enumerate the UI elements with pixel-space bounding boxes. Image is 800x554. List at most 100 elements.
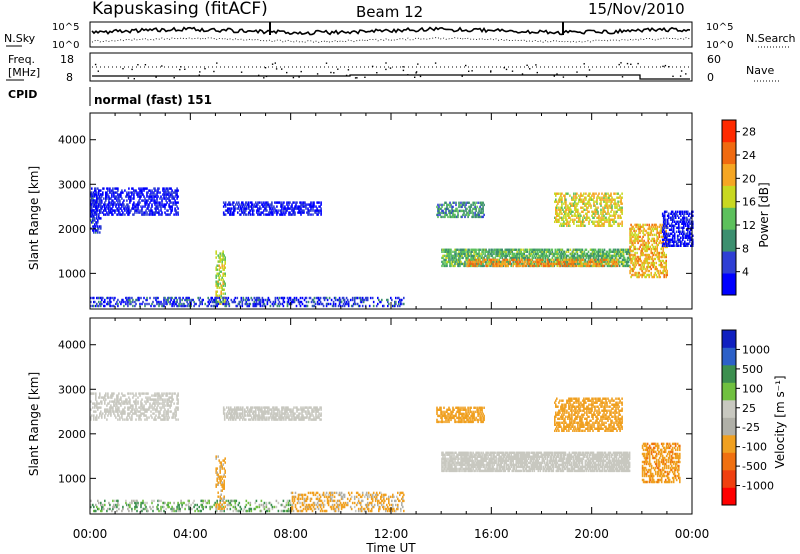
range-gate-cell bbox=[466, 201, 468, 204]
range-gate-cell bbox=[567, 262, 570, 266]
range-gate-cell bbox=[225, 304, 228, 308]
range-gate-cell bbox=[643, 261, 645, 265]
range-gate-cell bbox=[654, 253, 656, 257]
range-gate-cell bbox=[692, 214, 694, 217]
range-gate-cell bbox=[495, 262, 497, 266]
range-gate-cell bbox=[102, 191, 104, 194]
range-gate-cell bbox=[590, 248, 593, 251]
range-gate-cell bbox=[565, 216, 567, 219]
range-gate-cell bbox=[536, 252, 539, 256]
range-gate-cell bbox=[463, 250, 465, 253]
range-gate-cell bbox=[164, 207, 166, 210]
range-gate-cell bbox=[95, 221, 97, 224]
range-gate-cell bbox=[692, 210, 694, 213]
range-gate-cell bbox=[686, 220, 688, 223]
range-gate-cell bbox=[163, 302, 165, 306]
range-gate-cell bbox=[220, 292, 222, 295]
range-gate-cell bbox=[636, 239, 638, 243]
range-gate-cell bbox=[164, 197, 166, 200]
range-gate-cell bbox=[96, 199, 98, 202]
range-gate-cell bbox=[292, 201, 294, 204]
range-gate-cell bbox=[467, 248, 469, 251]
range-gate-cell bbox=[143, 296, 145, 300]
range-gate-cell bbox=[538, 260, 541, 264]
range-gate-cell bbox=[130, 209, 132, 212]
range-gate-cell bbox=[452, 205, 454, 209]
range-gate-cell bbox=[262, 300, 265, 304]
range-gate-cell bbox=[156, 296, 158, 300]
range-gate-cell bbox=[682, 218, 684, 221]
range-gate-cell bbox=[599, 262, 602, 266]
range-gate-cell bbox=[640, 267, 642, 271]
range-gate-cell bbox=[557, 262, 560, 266]
range-gate-cell bbox=[668, 242, 671, 245]
range-gate-cell bbox=[244, 298, 247, 302]
range-gate-cell bbox=[93, 418, 95, 421]
range-gate-cell bbox=[477, 213, 479, 217]
range-gate-cell bbox=[610, 206, 612, 209]
range-gate-cell bbox=[597, 206, 599, 209]
range-gate-cell bbox=[661, 259, 663, 263]
range-gate-cell bbox=[563, 216, 565, 219]
range-gate-cell bbox=[158, 211, 160, 214]
range-gate-cell bbox=[597, 254, 600, 258]
range-gate-cell bbox=[461, 205, 463, 209]
range-gate-cell bbox=[129, 199, 131, 202]
range-gate-cell bbox=[614, 254, 617, 258]
range-gate-cell bbox=[106, 191, 108, 194]
range-gate-cell bbox=[635, 229, 637, 233]
range-gate-cell bbox=[455, 248, 457, 251]
range-gate-cell bbox=[276, 213, 278, 216]
range-gate-cell bbox=[651, 255, 653, 259]
range-gate-cell bbox=[119, 213, 121, 216]
range-gate-cell bbox=[583, 192, 585, 195]
freq-scatter bbox=[94, 62, 687, 80]
range-gate-cell bbox=[127, 298, 129, 302]
range-gate-cell bbox=[129, 302, 131, 306]
range-gate-cell bbox=[595, 212, 597, 215]
range-gate-cell bbox=[204, 302, 206, 306]
range-gate-cell bbox=[93, 304, 95, 308]
range-gate-cell bbox=[681, 218, 683, 221]
range-gate-cell bbox=[575, 208, 577, 211]
range-gate-cell bbox=[584, 262, 587, 266]
range-gate-cell bbox=[582, 216, 584, 219]
range-gate-cell bbox=[609, 194, 611, 197]
range-gate-cell bbox=[545, 252, 548, 256]
range-gate-cell bbox=[274, 211, 276, 214]
range-gate-cell bbox=[115, 195, 117, 198]
range-gate-cell bbox=[300, 205, 302, 208]
range-gate-cell bbox=[216, 290, 218, 293]
range-gate-cell bbox=[451, 209, 453, 213]
range-gate-cell bbox=[100, 211, 102, 214]
range-gate-cell bbox=[506, 248, 508, 251]
range-gate-cell bbox=[450, 258, 452, 262]
range-gate-cell bbox=[612, 258, 615, 262]
range-gate-cell bbox=[283, 201, 285, 204]
range-gate-cell bbox=[663, 222, 666, 225]
range-gate-cell bbox=[568, 208, 570, 211]
range-gate-cell bbox=[113, 191, 115, 194]
range-gate-cell bbox=[452, 213, 454, 217]
range-gate-cell bbox=[641, 275, 643, 279]
range-gate-cell bbox=[222, 254, 224, 257]
range-gate-cell bbox=[692, 220, 694, 223]
range-gate-cell bbox=[607, 262, 610, 266]
range-gate-cell bbox=[99, 209, 101, 212]
range-gate-cell bbox=[100, 300, 102, 304]
range-gate-cell bbox=[135, 189, 137, 192]
range-gate-cell bbox=[663, 275, 665, 279]
range-gate-cell bbox=[210, 298, 212, 302]
range-gate-cell bbox=[450, 250, 452, 253]
freq-point bbox=[419, 75, 422, 78]
range-gate-cell bbox=[589, 192, 591, 195]
range-gate-cell bbox=[156, 302, 158, 306]
range-gate-cell bbox=[243, 213, 245, 216]
range-gate-cell bbox=[240, 207, 242, 210]
range-gate-cell bbox=[666, 273, 668, 277]
range-gate-cell bbox=[184, 298, 186, 302]
range-gate-cell bbox=[662, 218, 665, 221]
range-gate-cell bbox=[555, 260, 558, 264]
range-gate-cell bbox=[566, 222, 568, 225]
range-gate-cell bbox=[472, 258, 474, 262]
